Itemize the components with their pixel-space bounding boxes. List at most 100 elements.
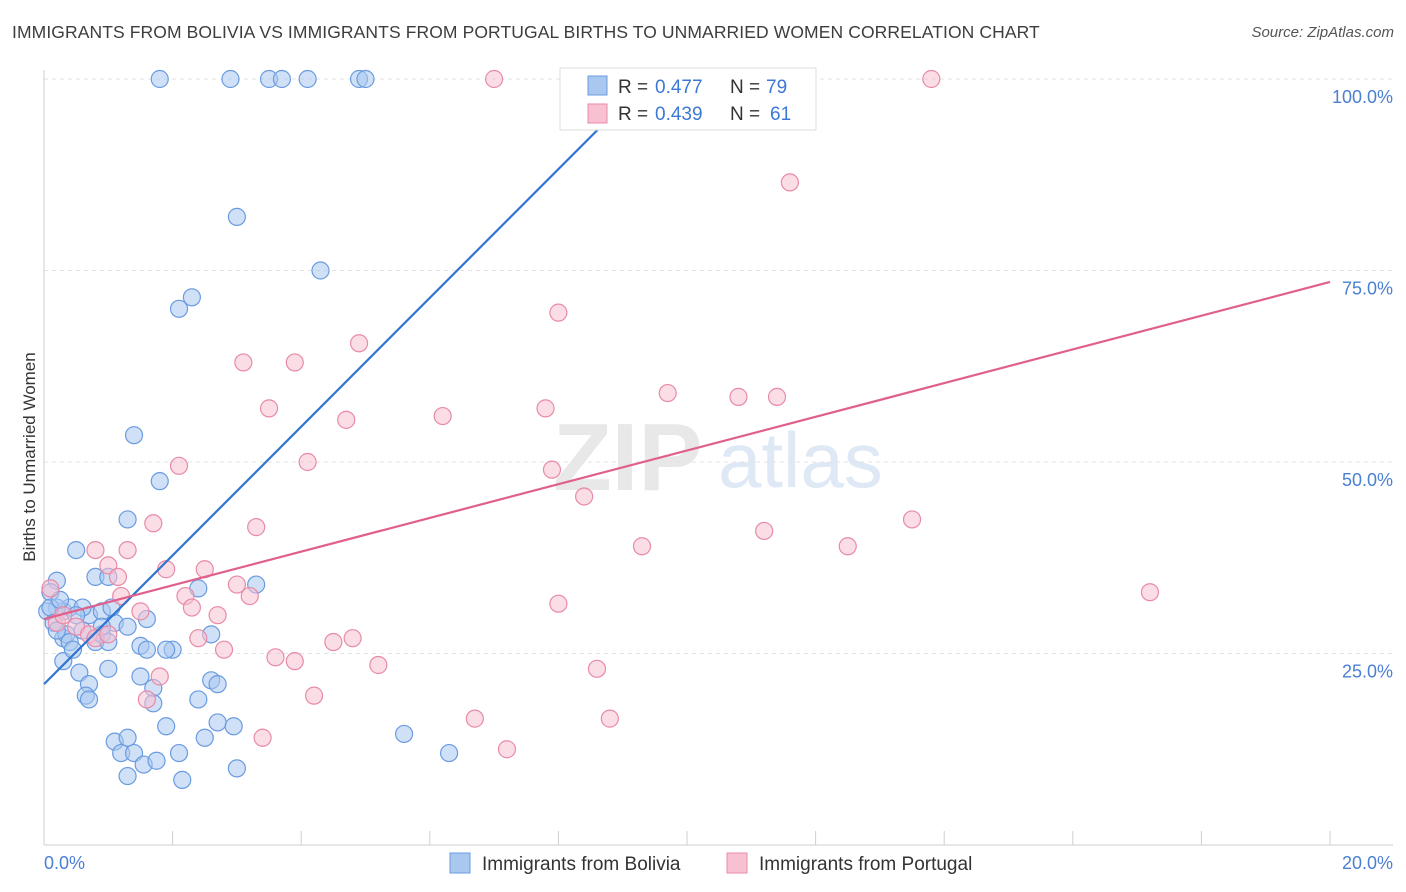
bolivia-point bbox=[182, 288, 201, 307]
portugal-point bbox=[838, 537, 857, 556]
portugal-point bbox=[755, 521, 774, 541]
legend-r-value-bolivia: 0.477 bbox=[655, 77, 703, 98]
bolivia-point bbox=[173, 770, 192, 789]
x-ticks bbox=[43, 831, 1331, 845]
legend-n-value-bolivia: 79 bbox=[766, 77, 787, 98]
bolivia-point bbox=[224, 717, 243, 736]
bolivia-point bbox=[79, 690, 99, 709]
y-tick-label: 50.0% bbox=[1342, 470, 1393, 490]
portugal-point bbox=[189, 629, 208, 648]
bolivia-point bbox=[394, 724, 414, 744]
portugal-point bbox=[259, 399, 279, 418]
portugal-point bbox=[324, 632, 343, 652]
bolivia-point bbox=[227, 207, 246, 226]
bolivia-point bbox=[169, 299, 189, 318]
portugal-point bbox=[337, 410, 356, 429]
portugal-point bbox=[575, 487, 594, 506]
portugal-trend-line bbox=[43, 280, 1331, 621]
portugal-point bbox=[253, 728, 272, 747]
legend-swatch-bolivia bbox=[587, 75, 608, 96]
bolivia-point bbox=[311, 261, 330, 280]
bolivia-point bbox=[124, 426, 144, 445]
portugal-point bbox=[131, 602, 150, 621]
bolivia-point bbox=[227, 759, 246, 778]
bottom-legend-label-bolivia: Immigrants from Bolivia bbox=[482, 854, 681, 875]
legend-r-label-bolivia: R = bbox=[618, 77, 648, 98]
bolivia-point bbox=[169, 743, 189, 763]
legend-r-value-portugal: 0.439 bbox=[655, 104, 703, 125]
portugal-point bbox=[266, 648, 285, 667]
portugal-point bbox=[240, 586, 259, 606]
portugal-points bbox=[41, 69, 1160, 759]
bolivia-point bbox=[208, 675, 227, 694]
legend-n-label-portugal: N = bbox=[730, 104, 760, 125]
portugal-point bbox=[108, 567, 128, 587]
watermark-atlas: atlas bbox=[718, 416, 883, 504]
portugal-point bbox=[658, 383, 677, 403]
portugal-point bbox=[144, 514, 163, 533]
portugal-point bbox=[285, 353, 304, 372]
portugal-point bbox=[433, 406, 452, 426]
chart-source: Source: ZipAtlas.com bbox=[1251, 24, 1394, 41]
bolivia-point bbox=[298, 69, 317, 89]
trend-lines bbox=[43, 78, 1331, 685]
bolivia-point bbox=[150, 472, 169, 491]
bolivia-point bbox=[137, 640, 156, 659]
bolivia-point bbox=[118, 617, 137, 636]
portugal-point bbox=[214, 640, 234, 659]
portugal-point bbox=[587, 659, 607, 678]
bolivia-point bbox=[208, 713, 227, 732]
portugal-point bbox=[182, 598, 201, 617]
portugal-point bbox=[549, 594, 568, 613]
portugal-point bbox=[137, 690, 156, 709]
legend-r-label-portugal: R = bbox=[618, 104, 648, 125]
portugal-point bbox=[536, 399, 555, 418]
x-tick-label-min: 0.0% bbox=[44, 853, 85, 873]
portugal-point bbox=[549, 303, 568, 322]
bottom-legend-label-portugal: Immigrants from Portugal bbox=[759, 854, 972, 875]
portugal-point bbox=[169, 456, 189, 475]
portugal-point bbox=[150, 667, 169, 686]
bolivia-point bbox=[147, 751, 166, 770]
chart-title: IMMIGRANTS FROM BOLIVIA VS IMMIGRANTS FR… bbox=[12, 22, 1040, 42]
bolivia-point bbox=[99, 659, 118, 678]
y-tick-label: 75.0% bbox=[1342, 279, 1393, 299]
bolivia-point bbox=[272, 69, 292, 89]
portugal-point bbox=[247, 518, 266, 537]
bolivia-point bbox=[67, 540, 86, 560]
portugal-point bbox=[118, 540, 137, 560]
legend-n-label-bolivia: N = bbox=[730, 77, 760, 98]
bolivia-point bbox=[157, 717, 176, 736]
bolivia-point bbox=[157, 640, 176, 659]
bolivia-point bbox=[131, 667, 150, 686]
portugal-point bbox=[922, 69, 941, 89]
y-tick-label: 25.0% bbox=[1342, 662, 1393, 682]
portugal-point bbox=[285, 652, 304, 671]
portugal-point bbox=[234, 353, 253, 372]
bottom-legend-swatch-portugal bbox=[726, 852, 748, 874]
bolivia-point bbox=[118, 766, 137, 786]
portugal-point bbox=[542, 460, 562, 479]
legend-swatch-portugal bbox=[587, 103, 608, 124]
portugal-point bbox=[600, 709, 619, 728]
portugal-point bbox=[485, 69, 504, 89]
portugal-point bbox=[298, 452, 317, 472]
bolivia-points bbox=[38, 69, 459, 789]
portugal-point bbox=[632, 537, 652, 556]
y-tick-labels: 25.0% 50.0% 75.0% 100.0% bbox=[1332, 87, 1393, 682]
portugal-point bbox=[99, 625, 118, 644]
portugal-point bbox=[86, 540, 105, 560]
bolivia-point bbox=[150, 69, 169, 89]
portugal-point bbox=[465, 709, 484, 728]
portugal-point bbox=[1140, 583, 1160, 602]
y-axis-title: Births to Unmarried Women bbox=[20, 352, 39, 561]
portugal-point bbox=[497, 740, 517, 759]
portugal-point bbox=[349, 334, 369, 353]
portugal-point bbox=[41, 579, 60, 598]
portugal-point bbox=[767, 387, 787, 406]
portugal-point bbox=[729, 387, 748, 406]
y-tick-label: 100.0% bbox=[1332, 87, 1393, 107]
bolivia-point bbox=[356, 69, 375, 89]
bolivia-point bbox=[63, 640, 83, 659]
